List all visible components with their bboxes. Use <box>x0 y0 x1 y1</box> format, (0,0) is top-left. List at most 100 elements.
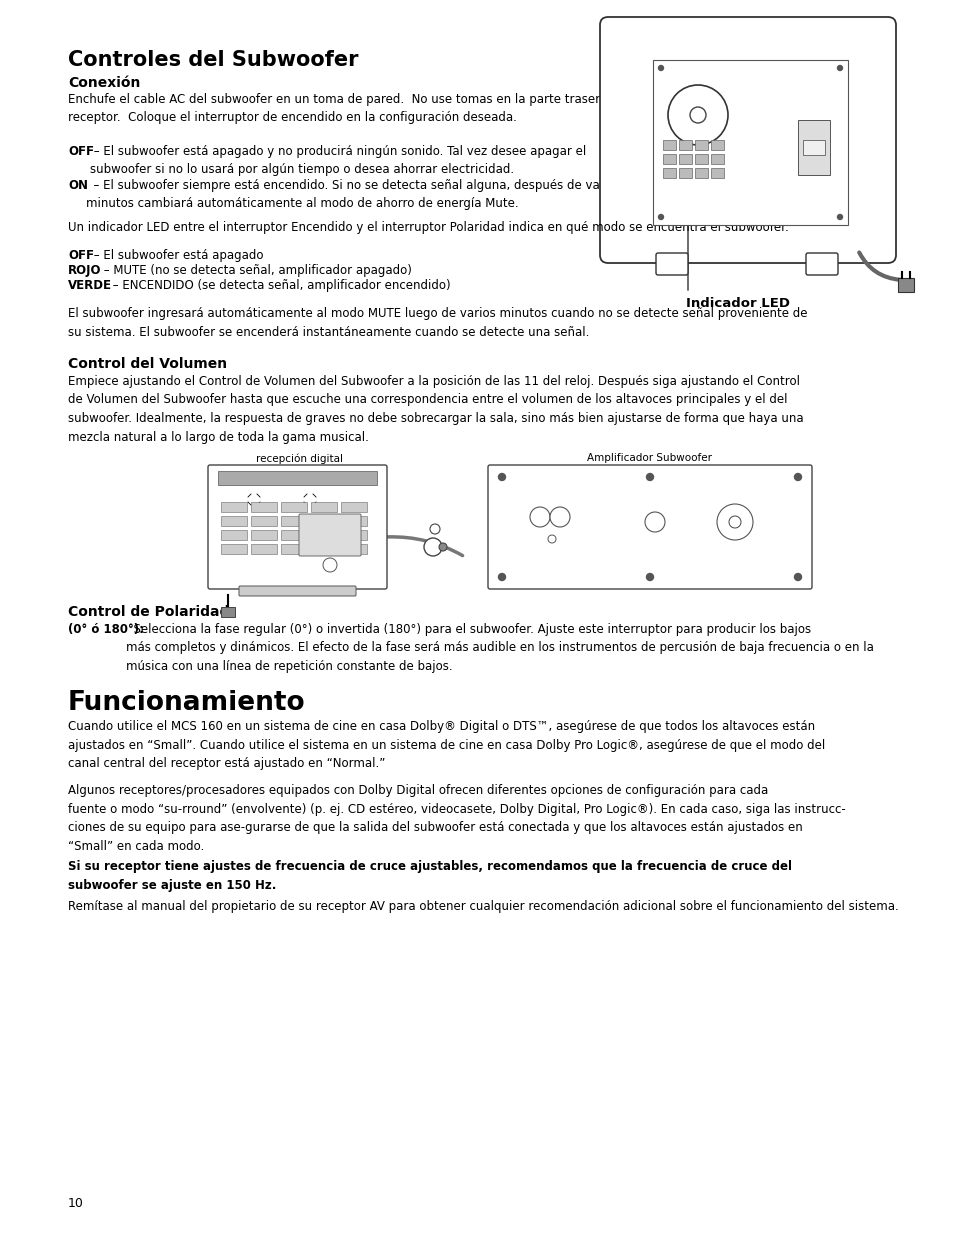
Bar <box>218 471 376 485</box>
Bar <box>710 154 723 164</box>
Bar <box>281 543 307 555</box>
Bar <box>897 278 913 291</box>
Text: Ⓑ Boston  MCS 160: Ⓑ Boston MCS 160 <box>547 569 619 578</box>
FancyBboxPatch shape <box>208 466 387 589</box>
Bar <box>710 140 723 149</box>
Bar <box>221 516 247 526</box>
Text: recepción digital: recepción digital <box>256 453 343 463</box>
Bar <box>662 168 676 178</box>
Bar <box>652 61 847 225</box>
Bar <box>797 120 829 175</box>
Bar <box>251 501 276 513</box>
Text: Center: Center <box>218 492 233 495</box>
Circle shape <box>658 215 662 220</box>
Text: Un indicador LED entre el interruptor Encendido y el interruptor Polaridad indic: Un indicador LED entre el interruptor En… <box>68 221 788 233</box>
Text: MIN: MIN <box>725 545 735 550</box>
Text: Subwoofer: Subwoofer <box>316 541 343 546</box>
Text: Cuando utilice el MCS 160 en un sistema de cine en casa Dolby® Digital o DTS™, a: Cuando utilice el MCS 160 en un sistema … <box>68 720 824 769</box>
Text: Controles del Subwoofer: Controles del Subwoofer <box>68 49 358 70</box>
FancyBboxPatch shape <box>599 17 895 263</box>
Circle shape <box>794 473 801 480</box>
Circle shape <box>667 85 727 144</box>
Text: VERDE: VERDE <box>68 279 112 291</box>
Circle shape <box>689 107 705 124</box>
Bar <box>340 543 367 555</box>
Bar <box>695 140 707 149</box>
Text: VOLUME: VOLUME <box>721 489 747 494</box>
Circle shape <box>794 573 801 580</box>
Bar <box>679 168 691 178</box>
Text: LFE Out: LFE Out <box>320 550 339 555</box>
Bar <box>281 516 307 526</box>
Bar <box>340 501 367 513</box>
Circle shape <box>644 513 664 532</box>
Circle shape <box>430 524 439 534</box>
Bar <box>679 154 691 164</box>
Text: OFF: OFF <box>68 144 94 158</box>
Text: 0°: 0° <box>647 538 653 543</box>
Circle shape <box>530 508 550 527</box>
Text: Indicador LED: Indicador LED <box>685 296 789 310</box>
Bar <box>311 530 336 540</box>
Text: Front: Front <box>249 492 259 495</box>
Text: 10: 10 <box>68 1197 84 1210</box>
Text: OFF: OFF <box>68 249 94 262</box>
Text: Control de Polaridad: Control de Polaridad <box>68 605 229 619</box>
Bar <box>710 168 723 178</box>
Text: POLARITY: POLARITY <box>639 489 670 494</box>
Text: Empiece ajustando el Control de Volumen del Subwoofer a la posición de las 11 de: Empiece ajustando el Control de Volumen … <box>68 375 802 443</box>
Text: Algunos receptores/procesadores equipados con Dolby Digital ofrecen diferentes o: Algunos receptores/procesadores equipado… <box>68 784 845 852</box>
Text: 1Max: 1Max <box>656 538 669 543</box>
Bar <box>340 516 367 526</box>
Bar <box>340 530 367 540</box>
Bar <box>221 606 234 618</box>
Bar <box>221 543 247 555</box>
Bar <box>251 530 276 540</box>
Circle shape <box>550 508 569 527</box>
Text: – ENCENDIDO (se detecta señal, amplificador encendido): – ENCENDIDO (se detecta señal, amplifica… <box>109 279 450 291</box>
Circle shape <box>646 573 653 580</box>
Bar <box>695 154 707 164</box>
Text: – El subwoofer siempre está encendido. Si no se detecta señal alguna, después de: – El subwoofer siempre está encendido. S… <box>86 179 620 210</box>
Circle shape <box>547 535 556 543</box>
Circle shape <box>837 65 841 70</box>
Text: Surround: Surround <box>282 473 311 478</box>
Bar <box>281 530 307 540</box>
Text: Control del Volumen: Control del Volumen <box>68 357 227 370</box>
Circle shape <box>498 473 505 480</box>
Text: Surr: Surr <box>277 492 286 495</box>
Circle shape <box>837 215 841 220</box>
Bar <box>251 516 276 526</box>
Text: Remítase al manual del propietario de su receptor AV para obtener cualquier reco: Remítase al manual del propietario de su… <box>68 900 898 913</box>
Text: – El subwoofer está apagado: – El subwoofer está apagado <box>90 249 263 262</box>
Text: Surr: Surr <box>305 492 314 495</box>
Text: Si su receptor tiene ajustes de frecuencia de cruce ajustables, recomendamos que: Si su receptor tiene ajustes de frecuenc… <box>68 860 791 892</box>
Text: 180°: 180° <box>648 496 660 501</box>
Text: ROJO: ROJO <box>68 264 101 277</box>
Bar <box>662 140 676 149</box>
FancyBboxPatch shape <box>298 514 360 556</box>
Circle shape <box>646 473 653 480</box>
Bar <box>695 168 707 178</box>
Bar <box>221 530 247 540</box>
Bar <box>679 140 691 149</box>
Bar <box>281 501 307 513</box>
Circle shape <box>498 573 505 580</box>
Bar <box>311 543 336 555</box>
Text: – El subwoofer está apagado y no producirá ningún sonido. Tal vez desee apagar e: – El subwoofer está apagado y no produci… <box>90 144 586 177</box>
Bar <box>662 154 676 164</box>
Text: Amplificador Subwoofer: Amplificador Subwoofer <box>587 453 712 463</box>
Text: Ⓑ Boston MCS 160: Ⓑ Boston MCS 160 <box>704 128 754 133</box>
Bar <box>311 501 336 513</box>
Text: – MUTE (no se detecta señal, amplificador apagado): – MUTE (no se detecta señal, amplificado… <box>100 264 412 277</box>
Text: Selecciona la fase regular (0°) o invertida (180°) para el subwoofer. Ajuste est: Selecciona la fase regular (0°) o invert… <box>126 622 873 673</box>
Bar <box>802 140 824 156</box>
Circle shape <box>717 504 752 540</box>
Text: MAX: MAX <box>738 545 748 550</box>
FancyBboxPatch shape <box>805 253 837 275</box>
Bar <box>221 501 247 513</box>
Text: o: o <box>696 72 700 77</box>
Text: (0° ó 180°):: (0° ó 180°): <box>68 622 144 636</box>
Text: Front: Front <box>333 492 343 495</box>
FancyBboxPatch shape <box>656 253 687 275</box>
